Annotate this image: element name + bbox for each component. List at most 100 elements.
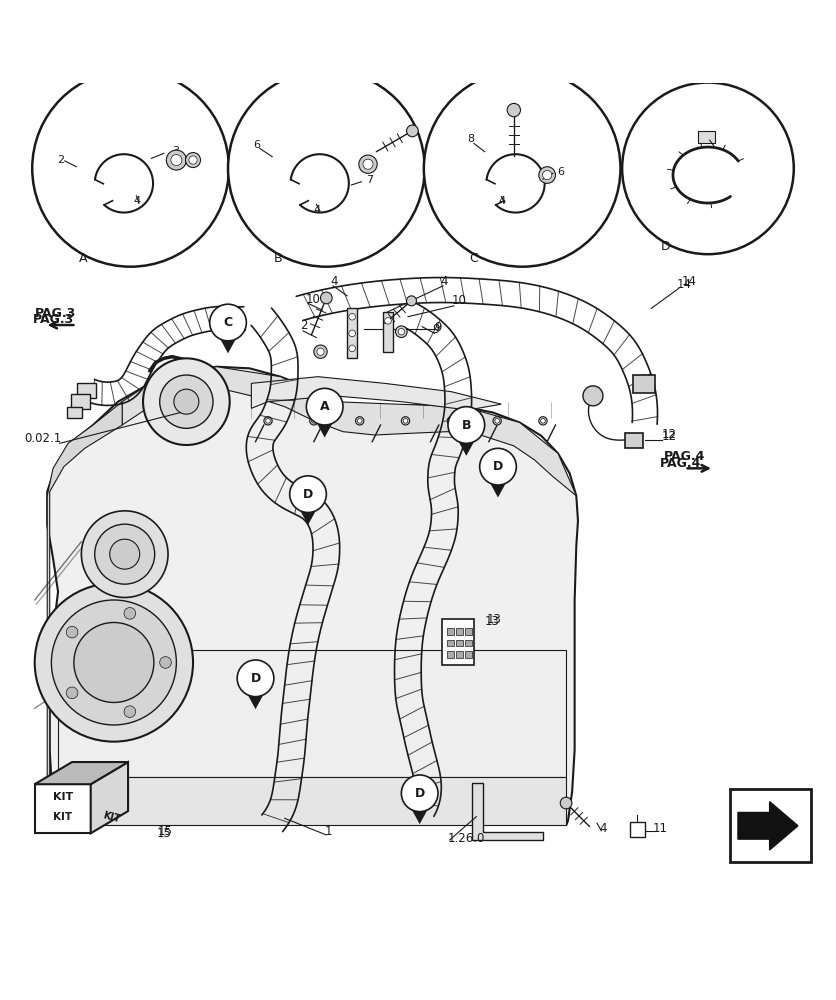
Polygon shape: [47, 367, 578, 825]
Text: 6: 6: [557, 167, 564, 177]
Circle shape: [143, 358, 230, 445]
Text: 14: 14: [681, 275, 696, 288]
Text: 15: 15: [156, 827, 171, 840]
Bar: [466, 640, 472, 646]
Bar: [456, 640, 463, 646]
Text: 0.02.1: 0.02.1: [25, 432, 62, 445]
Text: 1: 1: [324, 825, 332, 838]
Circle shape: [449, 419, 454, 423]
Text: 4: 4: [314, 205, 321, 215]
Text: 9: 9: [432, 323, 440, 336]
Circle shape: [210, 304, 247, 341]
Text: 9: 9: [435, 321, 442, 334]
Polygon shape: [298, 507, 318, 525]
Polygon shape: [58, 650, 566, 777]
Circle shape: [81, 511, 168, 597]
Circle shape: [357, 419, 362, 423]
Bar: [347, 308, 357, 358]
Bar: [447, 651, 454, 658]
Bar: [698, 131, 715, 143]
Bar: [447, 628, 454, 635]
Text: 4: 4: [441, 275, 448, 288]
Bar: [456, 628, 463, 635]
Circle shape: [539, 167, 555, 183]
Bar: [456, 651, 463, 658]
Circle shape: [186, 153, 201, 168]
Circle shape: [320, 292, 332, 304]
Circle shape: [124, 608, 135, 619]
Circle shape: [363, 159, 373, 169]
Circle shape: [406, 296, 416, 306]
Circle shape: [541, 419, 545, 423]
Bar: [442, 619, 474, 665]
Polygon shape: [410, 806, 430, 824]
Polygon shape: [738, 802, 798, 850]
Bar: [633, 375, 655, 393]
Circle shape: [66, 626, 78, 638]
Text: 10: 10: [305, 293, 320, 306]
Bar: [624, 433, 643, 448]
Text: C: C: [470, 252, 478, 265]
Bar: [466, 651, 472, 658]
Circle shape: [237, 660, 274, 697]
Circle shape: [189, 156, 197, 164]
Circle shape: [33, 70, 229, 267]
Text: 4: 4: [133, 196, 140, 206]
Circle shape: [66, 687, 78, 699]
Text: KIT: KIT: [53, 792, 73, 802]
Text: PAG.3: PAG.3: [33, 313, 74, 326]
Text: 11: 11: [653, 822, 668, 835]
Circle shape: [314, 345, 327, 358]
Circle shape: [35, 583, 193, 742]
Bar: [447, 640, 454, 646]
Circle shape: [495, 419, 499, 423]
Circle shape: [349, 345, 355, 352]
Circle shape: [424, 70, 620, 267]
Polygon shape: [47, 402, 122, 779]
Circle shape: [480, 448, 517, 485]
Text: 12: 12: [662, 428, 677, 441]
Circle shape: [290, 476, 326, 512]
Polygon shape: [58, 777, 566, 825]
Circle shape: [355, 417, 364, 425]
Circle shape: [401, 417, 410, 425]
Circle shape: [51, 600, 176, 725]
Bar: [77, 383, 95, 398]
Text: 4: 4: [499, 196, 506, 206]
Polygon shape: [252, 377, 502, 410]
Polygon shape: [91, 762, 128, 833]
Text: 14: 14: [676, 278, 691, 291]
Circle shape: [401, 775, 438, 812]
Text: 3: 3: [172, 146, 179, 156]
Text: A: A: [79, 252, 87, 265]
Bar: [630, 822, 645, 837]
Text: PAG.4: PAG.4: [664, 450, 706, 463]
Text: 13: 13: [485, 615, 500, 628]
Polygon shape: [35, 784, 91, 833]
Text: 1.26.0: 1.26.0: [448, 832, 486, 845]
Circle shape: [622, 83, 794, 254]
Text: KIT: KIT: [54, 812, 72, 822]
Circle shape: [160, 375, 213, 428]
Text: 7: 7: [366, 175, 374, 185]
Circle shape: [124, 706, 135, 717]
Circle shape: [174, 389, 199, 414]
Circle shape: [228, 70, 425, 267]
Circle shape: [94, 524, 155, 584]
Circle shape: [306, 388, 343, 425]
Text: D: D: [660, 240, 670, 253]
Circle shape: [266, 419, 270, 423]
Polygon shape: [246, 691, 266, 709]
Circle shape: [448, 407, 485, 443]
Text: D: D: [303, 488, 314, 501]
Text: PAG.3: PAG.3: [35, 307, 76, 320]
Bar: [730, 789, 811, 862]
Text: 4: 4: [330, 275, 338, 288]
Circle shape: [560, 797, 572, 809]
Circle shape: [395, 326, 407, 338]
Circle shape: [309, 417, 318, 425]
Text: KIT: KIT: [101, 810, 121, 825]
Bar: [71, 394, 89, 409]
Text: B: B: [273, 252, 283, 265]
Text: 10: 10: [451, 294, 466, 307]
